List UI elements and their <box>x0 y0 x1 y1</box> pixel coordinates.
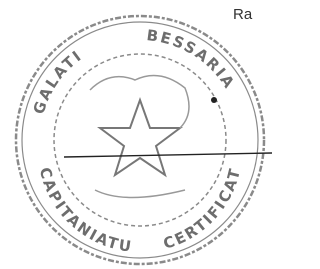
stamp-outer-ring-inner <box>22 22 258 258</box>
stamp-outer-ring <box>16 16 264 264</box>
stamp-ring-text: BESSARIA <box>146 26 239 93</box>
stamp-inner-ring <box>54 54 226 226</box>
stamp-ring-text: CAPITANIATU <box>36 166 135 256</box>
ink-dot <box>211 97 217 103</box>
stamp <box>16 16 264 264</box>
stamp-emblem <box>90 76 189 198</box>
stamp-ring-text: CAPITANIATU <box>36 166 135 256</box>
stamp-ring-text: BESSARIA <box>146 26 239 93</box>
signature-line <box>64 153 272 157</box>
scan: Ra GALATI BESSARIA CERTIFICAT CAPITANIAT… <box>0 0 272 269</box>
page: Ra GALATI BESSARIA CERTIFICAT CAPITANIAT… <box>0 0 272 269</box>
header-text: Ra <box>233 6 253 23</box>
stamp-star <box>100 100 180 175</box>
